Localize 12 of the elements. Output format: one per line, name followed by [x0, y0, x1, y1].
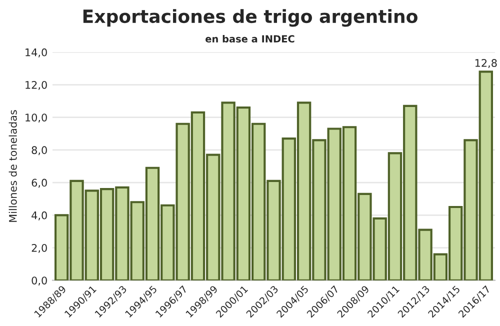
y-tick-label: 14,0	[26, 48, 47, 58]
y-tick-label: 6,0	[32, 178, 47, 188]
y-tick-label: 12,0	[26, 80, 47, 90]
data-label: 12,8	[475, 59, 497, 68]
y-tick-label: 8,0	[32, 146, 47, 156]
y-tick-label: 10,0	[26, 114, 47, 123]
y-tick-label: 2,0	[32, 244, 47, 253]
chart-title: Exportaciones de trigo argentino	[83, 9, 418, 27]
y-tick-label: 4,0	[32, 211, 47, 220]
y-axis-title: Millones de toneladas	[8, 110, 17, 222]
chart-subtitle: en base a INDEC	[206, 34, 294, 43]
y-tick-label: 0,0	[32, 276, 47, 286]
